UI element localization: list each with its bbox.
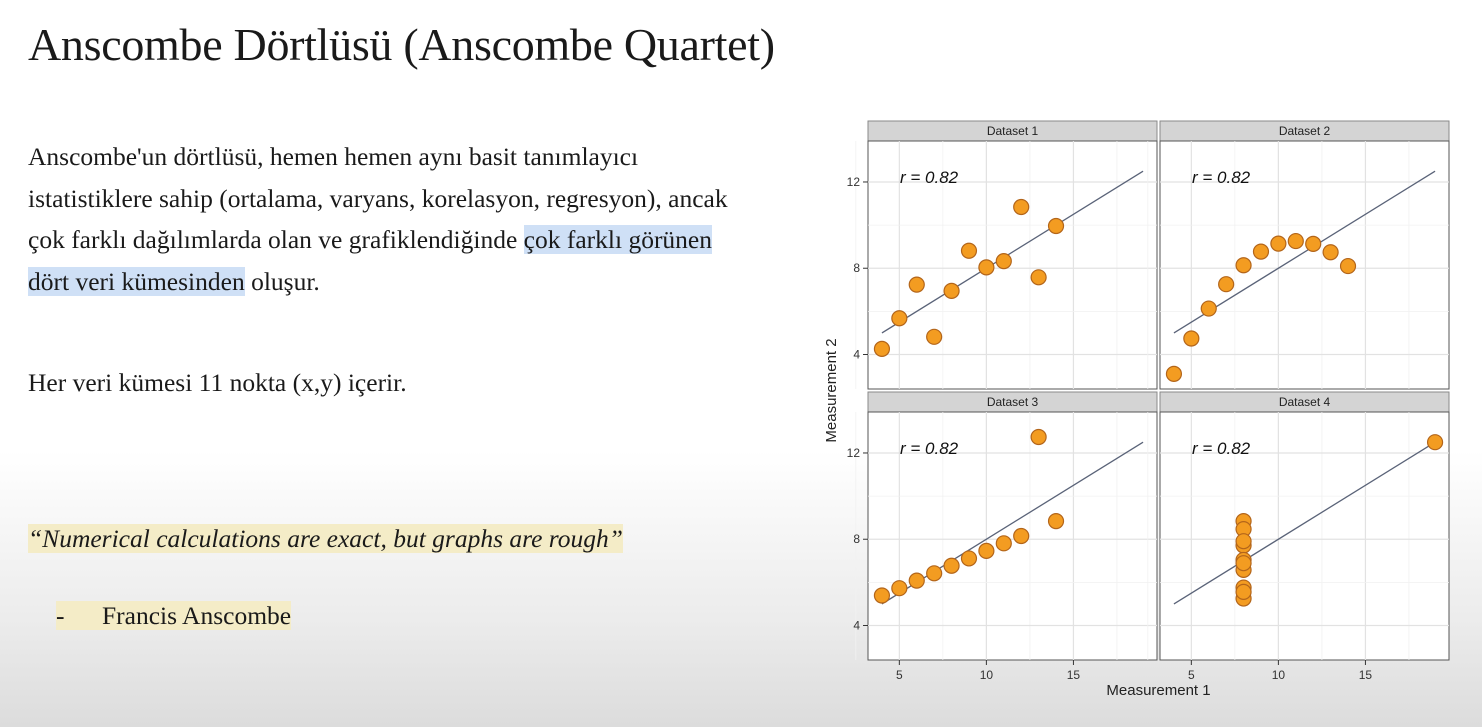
regression-line [1173, 170, 1436, 334]
data-point [1165, 365, 1183, 383]
correlation-label: r = 0.82 [1192, 168, 1251, 187]
quote: “Numerical calculations are exact, but g… [28, 518, 728, 559]
panel-title: Dataset 3 [987, 395, 1039, 409]
data-point [926, 565, 943, 582]
data-point [1013, 527, 1030, 545]
intro-text: Anscombe'un dörtlüsü, hemen hemen aynı b… [28, 142, 728, 254]
data-point [1426, 434, 1444, 451]
correlation-label: r = 0.82 [900, 439, 959, 458]
data-point [1235, 583, 1252, 600]
data-point [1252, 243, 1270, 260]
x-tick-label: 15 [1359, 668, 1373, 682]
data-point [1235, 555, 1252, 572]
attribution-name: Francis Anscombe [102, 601, 292, 630]
x-tick-label: 15 [1067, 668, 1081, 682]
data-point [891, 310, 908, 327]
quote-text: “Numerical calculations are exact, but g… [28, 524, 623, 553]
y-tick-label: 12 [847, 446, 861, 460]
data-point [943, 557, 960, 574]
y-tick-label: 8 [853, 532, 860, 546]
data-point [943, 282, 960, 299]
anscombe-quartet-figure: Dataset 1 r = 0.82 4 8 12 Dataset 2 r = 0.82 Da… [818, 115, 1454, 705]
data-point [995, 253, 1012, 270]
data-point [1218, 276, 1235, 293]
correlation-label: r = 0.82 [900, 168, 959, 187]
y-tick-label: 4 [853, 347, 860, 361]
data-point [926, 328, 943, 345]
anscombe-chart: Dataset 1 r = 0.82 4 8 12 Dataset 2 r = 0.82 Da… [823, 120, 1450, 699]
attribution-dash: - [56, 601, 65, 630]
intro-paragraph: Anscombe'un dörtlüsü, hemen hemen aynı b… [28, 136, 748, 302]
panel-title: Dataset 2 [1279, 124, 1331, 138]
data-point [1235, 257, 1252, 274]
data-point [1339, 257, 1357, 275]
data-point [1047, 513, 1065, 530]
data-point [960, 550, 978, 567]
data-point [1270, 235, 1287, 252]
data-point [1047, 217, 1065, 235]
data-point [908, 276, 925, 293]
panel-title: Dataset 4 [1279, 395, 1331, 409]
x-tick-label: 5 [1188, 668, 1195, 682]
data-point [1183, 330, 1200, 347]
panel-title: Dataset 1 [987, 124, 1039, 138]
data-point [978, 259, 995, 276]
data-point [1200, 300, 1217, 317]
data-point [891, 580, 908, 597]
x-tick-label: 10 [980, 668, 994, 682]
y-tick-label: 12 [847, 175, 861, 189]
dataset-count-text: Her veri kümesi 11 nokta (x,y) içerir. [28, 368, 407, 397]
data-point [1322, 244, 1339, 261]
regression-line [881, 441, 1144, 605]
data-point [1287, 232, 1304, 250]
regression-line [881, 170, 1144, 334]
data-point [873, 340, 891, 357]
slide-title: Anscombe Dörtlüsü (Anscombe Quartet) [28, 19, 775, 70]
y-axis-title: Measurement 2 [823, 338, 840, 442]
quote-attribution: - Francis Anscombe [56, 601, 292, 631]
data-point [1030, 428, 1047, 446]
data-point [1013, 198, 1030, 216]
data-point [960, 242, 978, 259]
data-point [1305, 235, 1322, 252]
x-tick-label: 10 [1272, 668, 1286, 682]
correlation-label: r = 0.82 [1192, 439, 1251, 458]
data-point [995, 535, 1012, 552]
intro-text-end: oluşur. [244, 266, 320, 296]
data-point [873, 587, 891, 604]
data-point [978, 542, 995, 559]
y-tick-label: 8 [853, 261, 860, 275]
regression-line [1173, 441, 1436, 605]
data-point [908, 572, 925, 589]
data-point [1235, 533, 1252, 550]
x-tick-label: 5 [896, 668, 903, 682]
x-axis-title: Measurement 1 [1106, 682, 1210, 699]
y-tick-label: 4 [853, 618, 860, 632]
data-point [1030, 269, 1047, 286]
